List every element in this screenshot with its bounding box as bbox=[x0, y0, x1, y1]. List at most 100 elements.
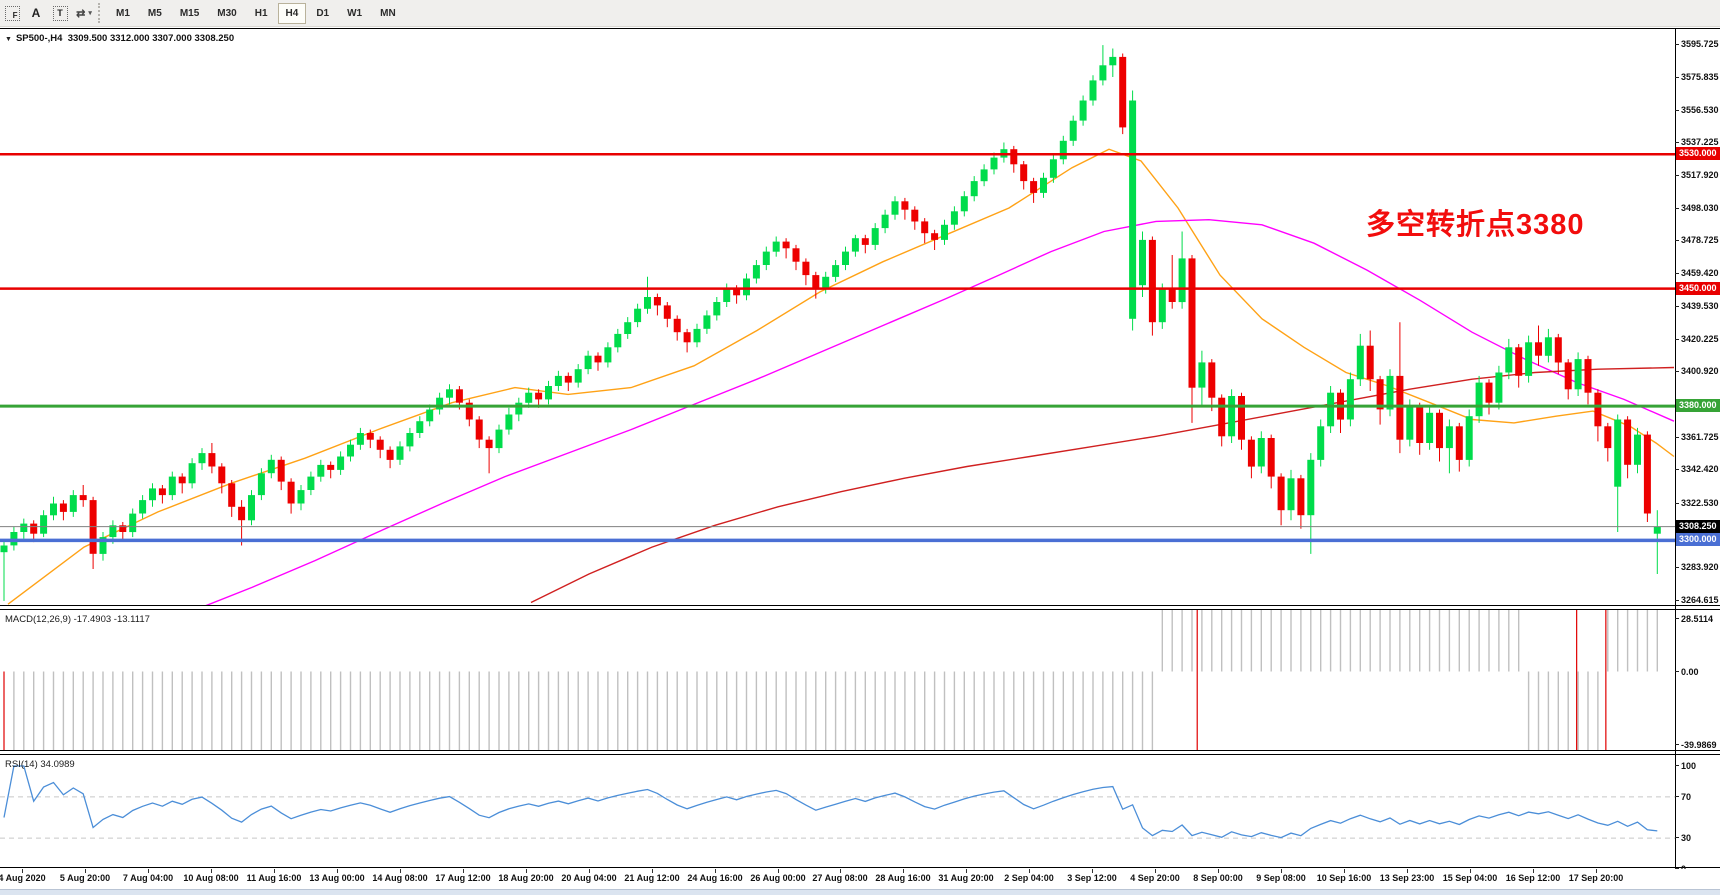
candle-body bbox=[119, 525, 127, 532]
candle-body bbox=[535, 392, 543, 400]
candle-body bbox=[1297, 478, 1305, 516]
candle-body bbox=[238, 506, 246, 521]
candle-body bbox=[861, 238, 869, 245]
candle-body bbox=[1238, 396, 1245, 440]
time-axis-label: 13 Sep 23:00 bbox=[1379, 873, 1435, 883]
candle-body bbox=[218, 466, 226, 484]
candle-body bbox=[455, 389, 463, 403]
candle-body bbox=[168, 476, 176, 496]
candle-body bbox=[1604, 426, 1612, 449]
rsi-axis-tick bbox=[1675, 837, 1679, 838]
candle-body bbox=[1445, 426, 1453, 449]
macd-pane: MACD(12,26,9) -17.4903 -13.1117 bbox=[0, 609, 1720, 751]
macd-canvas[interactable] bbox=[0, 610, 1675, 750]
macd-axis-tick bbox=[1675, 671, 1679, 672]
symbol-dropdown-icon[interactable]: ▼ bbox=[5, 36, 12, 43]
ohlc-close: 3308.250 bbox=[194, 33, 235, 44]
chart-text-annotation[interactable]: 多空转折点3380 bbox=[1366, 209, 1585, 241]
candle-body bbox=[257, 473, 265, 496]
candle-body bbox=[663, 305, 671, 319]
candle-body bbox=[762, 251, 770, 265]
time-axis-tick bbox=[337, 869, 338, 873]
candle-body bbox=[1277, 476, 1285, 511]
price-axis-value: 3595.725 bbox=[1681, 39, 1719, 49]
candle-body bbox=[683, 332, 691, 343]
candle-body bbox=[1109, 56, 1117, 66]
candle-body bbox=[634, 308, 642, 323]
candle-body bbox=[1267, 438, 1275, 477]
price-axis-tick bbox=[1675, 371, 1679, 372]
time-axis-tick bbox=[1155, 869, 1156, 873]
ma-mid-magenta bbox=[205, 218, 1675, 605]
candle-body bbox=[1188, 258, 1196, 388]
timeframe-button-W1[interactable]: W1 bbox=[339, 3, 370, 24]
candle-body bbox=[366, 433, 374, 440]
candle-body bbox=[0, 545, 8, 553]
ohlc-high: 3312.000 bbox=[109, 33, 150, 44]
time-axis[interactable]: 4 Aug 2020 5 Aug 20:00 7 Aug 04:00 10 Aug 0… bbox=[0, 869, 1720, 889]
candle-body bbox=[267, 459, 275, 474]
candle-body bbox=[941, 224, 948, 240]
candle-body bbox=[1455, 426, 1463, 460]
arrow-objects-button[interactable]: ⇄ ▾ bbox=[73, 2, 95, 24]
candle-body bbox=[356, 433, 364, 445]
candle-body bbox=[1614, 419, 1622, 487]
candle-body bbox=[1525, 342, 1533, 376]
candle-body bbox=[1544, 337, 1552, 356]
insert-text-button[interactable]: A bbox=[25, 2, 47, 24]
macd-axis-value: 0.00 bbox=[1681, 667, 1699, 677]
chart-template-icon: F bbox=[4, 5, 20, 21]
text-label-button[interactable]: T bbox=[49, 2, 71, 24]
symbol-period-label: SP500-,H4 bbox=[15, 33, 63, 44]
candle-body bbox=[1327, 392, 1335, 427]
main-chart-canvas[interactable] bbox=[0, 29, 1675, 605]
time-axis-label: 17 Sep 20:00 bbox=[1568, 873, 1624, 883]
time-axis-tick bbox=[1533, 869, 1534, 873]
bottom-strip bbox=[0, 889, 1720, 895]
candle-body bbox=[842, 251, 849, 265]
timeframe-button-M30[interactable]: M30 bbox=[209, 3, 244, 24]
toolbar-grip bbox=[98, 3, 104, 23]
timeframe-button-H1[interactable]: H1 bbox=[247, 3, 276, 24]
rsi-canvas[interactable] bbox=[0, 755, 1675, 867]
chart-template-button[interactable]: F bbox=[1, 2, 23, 24]
candle-body bbox=[891, 201, 899, 215]
timeframe-button-M1[interactable]: M1 bbox=[108, 3, 138, 24]
candle-body bbox=[277, 459, 285, 482]
timeframe-button-D1[interactable]: D1 bbox=[308, 3, 337, 24]
time-axis-tick bbox=[778, 869, 779, 873]
candle-body bbox=[1574, 359, 1582, 390]
candle-body bbox=[1099, 65, 1107, 81]
price-axis-tick bbox=[1675, 567, 1679, 568]
timeframe-button-M5[interactable]: M5 bbox=[140, 3, 170, 24]
candle-body bbox=[198, 453, 206, 464]
timeframe-button-MN[interactable]: MN bbox=[372, 3, 404, 24]
time-axis-label: 15 Sep 04:00 bbox=[1442, 873, 1498, 883]
timeframe-button-H4[interactable]: H4 bbox=[277, 2, 307, 24]
candle-body bbox=[931, 233, 939, 240]
candle-body bbox=[673, 318, 681, 333]
time-axis-tick bbox=[85, 869, 86, 873]
candle-body bbox=[1317, 426, 1325, 460]
candle-body bbox=[426, 409, 434, 422]
candle-body bbox=[554, 375, 562, 386]
candle-body bbox=[1218, 397, 1226, 437]
time-axis-tick bbox=[274, 869, 275, 873]
time-axis-tick bbox=[1281, 869, 1282, 873]
text-label-icon: T bbox=[52, 5, 68, 21]
time-axis-tick bbox=[1407, 869, 1408, 873]
candle-body bbox=[713, 302, 721, 316]
rsi-value: 34.0989 bbox=[40, 759, 75, 770]
candle-body bbox=[1436, 412, 1443, 449]
chart-title: ▼ SP500-,H4 3309.500 3312.000 3307.000 33… bbox=[5, 33, 234, 44]
timeframe-button-M15[interactable]: M15 bbox=[172, 3, 207, 24]
price-axis-tick bbox=[1675, 306, 1679, 307]
candle-body bbox=[396, 446, 404, 460]
candle-body bbox=[1653, 526, 1661, 534]
time-axis-tick bbox=[400, 869, 401, 873]
time-axis-label: 13 Aug 00:00 bbox=[309, 873, 365, 883]
candle-body bbox=[30, 523, 38, 534]
candle-body bbox=[158, 488, 166, 496]
rsi-label: RSI(14) 34.0989 bbox=[5, 759, 75, 770]
price-axis-tick bbox=[1675, 175, 1679, 176]
